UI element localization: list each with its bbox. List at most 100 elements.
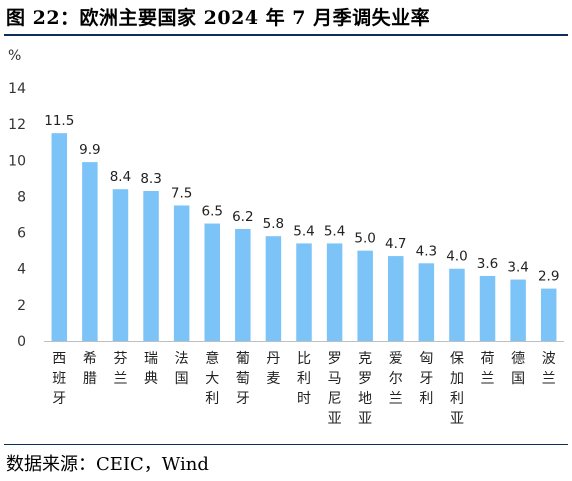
- bar: [449, 268, 465, 341]
- bar: [143, 191, 159, 341]
- bar: [479, 275, 496, 341]
- data-label: 5.4: [324, 223, 345, 239]
- category-label-char: 德: [511, 351, 525, 367]
- category-label-char: 牙: [52, 391, 66, 407]
- category-label-char: 典: [144, 371, 158, 387]
- category-label: 丹麦: [266, 351, 280, 387]
- category-label-char: 国: [175, 371, 189, 387]
- chart-title: 图 22：欧洲主要国家 2024 年 7 月季调失业率: [6, 7, 431, 29]
- bar-chart: % 0 2 4 6 8 10 12 14 11.5 9.9 8.4 8.3 7.5 6.5 6.2 5.8 5…: [8, 48, 564, 427]
- category-label-char: 希: [83, 351, 97, 367]
- category-label-char: 兰: [542, 371, 556, 387]
- data-label: 2.9: [538, 269, 559, 285]
- source-rule: [4, 444, 568, 445]
- category-label-char: 罗: [358, 371, 372, 387]
- category-label-char: 国: [511, 371, 525, 387]
- category-label: 爱尔兰: [389, 351, 403, 407]
- data-label: 5.0: [354, 231, 375, 247]
- y-axis-unit: %: [8, 48, 21, 64]
- data-label: 9.9: [79, 142, 100, 158]
- bar: [510, 279, 526, 341]
- category-label-char: 尔: [389, 371, 403, 387]
- category-label-char: 牙: [419, 371, 433, 387]
- bar: [112, 189, 129, 341]
- category-label: 希腊: [83, 351, 97, 387]
- bar: [418, 263, 435, 341]
- category-label-char: 兰: [389, 391, 403, 407]
- category-label: 法国: [175, 351, 189, 387]
- bar: [265, 236, 282, 341]
- y-tick-label: 10: [8, 153, 26, 169]
- category-label-char: 利: [419, 391, 433, 407]
- category-label: 比利时: [297, 351, 311, 407]
- category-label-char: 保: [450, 351, 464, 367]
- category-label-char: 匈: [419, 351, 433, 367]
- y-tick-label: 6: [17, 226, 26, 242]
- y-tick-label: 8: [17, 189, 26, 205]
- category-label: 葡萄牙: [236, 351, 250, 407]
- data-label: 8.4: [110, 169, 131, 185]
- category-label-char: 利: [297, 371, 311, 387]
- category-label-char: 尼: [328, 391, 342, 407]
- bar: [296, 243, 312, 341]
- category-label: 西班牙: [52, 351, 66, 407]
- category-label-char: 班: [52, 371, 66, 387]
- category-label: 德国: [511, 351, 525, 387]
- bar: [82, 162, 98, 341]
- category-label-char: 罗: [328, 351, 342, 367]
- y-tick-label: 0: [17, 334, 26, 350]
- category-label-char: 亚: [450, 411, 464, 427]
- category-label-char: 意: [205, 350, 219, 367]
- category-label-char: 荷: [481, 351, 495, 367]
- category-label-char: 兰: [481, 371, 495, 387]
- data-label: 7.5: [171, 185, 192, 201]
- category-label: 荷兰: [481, 351, 495, 387]
- bar: [357, 250, 373, 341]
- category-label-char: 比: [297, 351, 311, 367]
- category-label: 意大利: [205, 350, 219, 407]
- category-label-char: 地: [358, 391, 372, 407]
- data-label: 8.3: [140, 171, 161, 187]
- data-label: 11.5: [44, 113, 74, 129]
- category-label: 波兰: [542, 351, 556, 387]
- category-label-char: 时: [297, 391, 311, 407]
- title-rule: [4, 34, 568, 36]
- category-label-char: 马: [328, 371, 342, 387]
- bar: [540, 288, 557, 341]
- category-label-char: 大: [205, 371, 219, 387]
- category-label-char: 克: [358, 351, 372, 367]
- y-tick-label: 12: [8, 117, 26, 133]
- y-tick-label: 2: [17, 298, 26, 314]
- category-label-char: 亚: [328, 411, 342, 427]
- category-label-char: 兰: [113, 371, 127, 387]
- data-label: 4.7: [385, 236, 406, 252]
- category-label-char: 利: [450, 391, 464, 407]
- bar: [51, 133, 68, 341]
- category-label-char: 法: [175, 351, 189, 367]
- category-label-char: 爱: [389, 351, 403, 367]
- data-label: 5.4: [293, 223, 314, 239]
- source-note: 数据来源：CEIC，Wind: [6, 454, 209, 475]
- category-label-char: 萄: [236, 371, 250, 387]
- category-label-char: 利: [205, 391, 219, 407]
- data-label: 3.4: [507, 260, 528, 276]
- data-label: 4.3: [416, 243, 437, 259]
- y-tick-label: 14: [8, 81, 26, 97]
- data-label: 3.6: [477, 256, 498, 272]
- bar: [173, 205, 190, 341]
- data-label: 5.8: [263, 216, 284, 232]
- bar: [326, 243, 343, 341]
- category-label-char: 丹: [266, 351, 280, 367]
- category-label: 瑞典: [144, 351, 158, 387]
- bar: [235, 228, 251, 341]
- category-label: 匈牙利: [419, 351, 433, 407]
- category-label-char: 葡: [236, 351, 250, 367]
- category-label-char: 波: [542, 351, 556, 367]
- bar: [204, 223, 220, 341]
- category-label: 芬兰: [113, 351, 127, 387]
- category-label-char: 瑞: [144, 351, 158, 367]
- y-tick-label: 4: [17, 262, 26, 278]
